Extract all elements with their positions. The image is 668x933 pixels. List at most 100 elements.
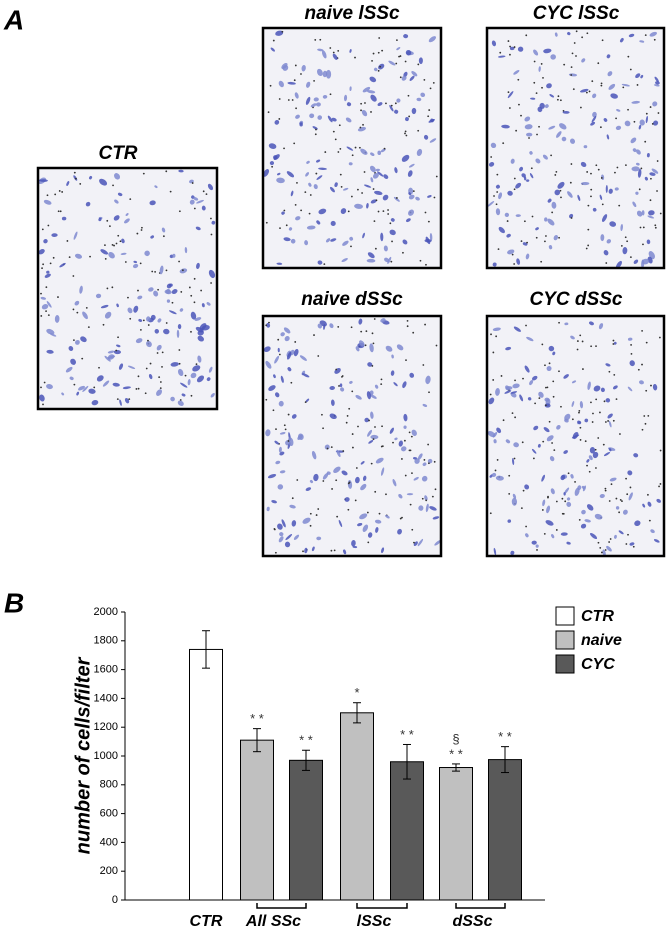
- cell: [425, 503, 429, 513]
- pore: [615, 497, 618, 500]
- cell: [531, 448, 537, 454]
- cell: [554, 32, 558, 37]
- legend-swatch: [555, 630, 575, 650]
- cell: [526, 336, 534, 342]
- image-title: naive lSSc: [304, 3, 399, 24]
- pore: [137, 289, 139, 292]
- cell: [592, 207, 597, 212]
- cell: [119, 399, 122, 406]
- pore: [613, 374, 616, 376]
- pore: [350, 245, 352, 248]
- cell: [46, 301, 52, 308]
- pore: [433, 460, 436, 463]
- pore: [119, 240, 122, 243]
- cell: [505, 346, 512, 351]
- cell: [305, 487, 312, 491]
- pore: [521, 441, 524, 444]
- pore: [409, 449, 412, 452]
- cell: [501, 124, 510, 129]
- pore: [625, 543, 628, 545]
- cell: [316, 175, 323, 180]
- cell: [349, 49, 352, 53]
- pore: [407, 94, 410, 97]
- pore: [374, 426, 376, 428]
- cell: [210, 392, 215, 398]
- bar: [189, 648, 223, 901]
- y-tick-label: 0: [112, 894, 118, 906]
- cell: [594, 513, 603, 520]
- pore: [57, 296, 59, 298]
- cell: [427, 195, 432, 198]
- pore: [572, 88, 575, 91]
- cell: [276, 177, 285, 184]
- cell: [65, 366, 73, 373]
- cell: [566, 541, 571, 545]
- cell: [355, 346, 360, 352]
- pore: [141, 226, 143, 229]
- y-tick-label: 400: [100, 836, 118, 848]
- cell: [542, 499, 546, 507]
- cell: [104, 311, 112, 319]
- cell: [61, 392, 65, 396]
- pore: [586, 171, 589, 173]
- cell: [157, 318, 162, 323]
- pore: [506, 220, 509, 222]
- pore: [570, 217, 573, 219]
- cell: [305, 172, 310, 177]
- pore: [649, 199, 652, 202]
- pore: [41, 267, 43, 270]
- cell: [113, 215, 120, 221]
- cell: [317, 48, 324, 52]
- pore: [157, 288, 160, 291]
- cell: [74, 300, 80, 306]
- cell: [349, 236, 354, 241]
- cell: [329, 413, 337, 420]
- pore: [275, 428, 277, 431]
- pore: [648, 519, 651, 522]
- cell: [278, 400, 284, 407]
- cell: [76, 391, 80, 396]
- pore: [323, 263, 326, 266]
- pore: [629, 68, 632, 71]
- image-title: CYC dSSc: [530, 289, 623, 310]
- image-bg: [487, 28, 664, 268]
- cell: [280, 375, 284, 383]
- error-bar: [202, 630, 210, 669]
- pore: [540, 63, 543, 65]
- cell: [150, 235, 155, 239]
- cell: [512, 458, 515, 466]
- cell: [102, 380, 110, 387]
- cell: [524, 484, 530, 490]
- cell: [393, 196, 400, 202]
- cell: [323, 323, 326, 330]
- cell: [388, 60, 396, 66]
- pore: [113, 244, 115, 247]
- pore: [644, 422, 647, 425]
- pore: [585, 91, 588, 94]
- pore: [210, 233, 213, 236]
- cell: [530, 97, 536, 100]
- cell: [295, 114, 300, 119]
- bar: [488, 759, 522, 901]
- cell: [513, 442, 519, 448]
- pore: [338, 124, 341, 127]
- pore: [205, 193, 208, 196]
- cell: [488, 162, 495, 167]
- pore: [626, 240, 629, 243]
- cell: [367, 532, 373, 538]
- cell: [159, 265, 164, 275]
- cell: [408, 194, 415, 200]
- cell: [628, 492, 633, 501]
- pore: [609, 538, 612, 540]
- legend-label: naive: [581, 632, 622, 649]
- significance: *: [354, 685, 359, 700]
- cell: [310, 103, 317, 108]
- pore: [658, 485, 660, 488]
- cell: [355, 394, 362, 400]
- pore: [586, 32, 589, 35]
- pore: [283, 147, 285, 150]
- cell: [208, 366, 213, 373]
- cell: [592, 451, 599, 459]
- pore: [401, 458, 403, 460]
- error-bar: [253, 728, 261, 753]
